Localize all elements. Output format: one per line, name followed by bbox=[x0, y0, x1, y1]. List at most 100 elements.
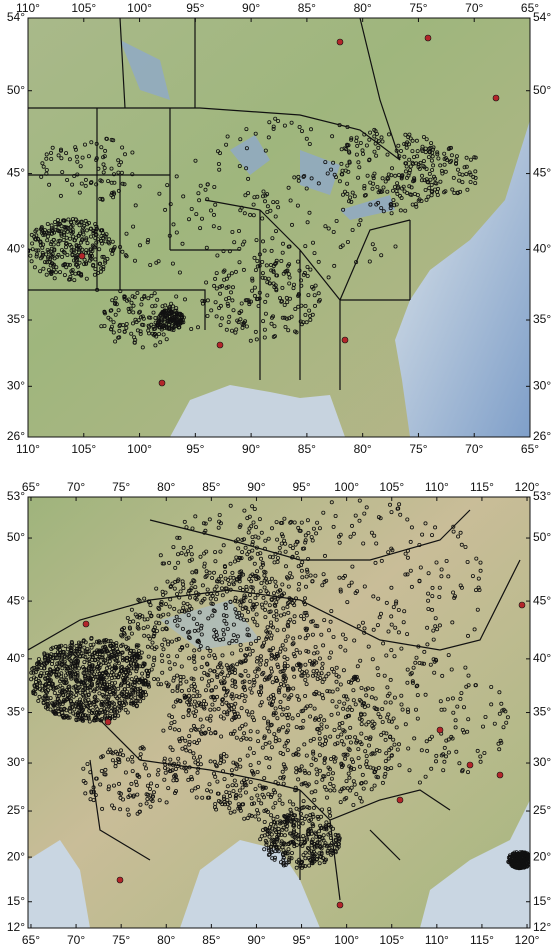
longitude-label: 105° bbox=[71, 442, 96, 456]
event-marker bbox=[113, 296, 118, 301]
event-marker bbox=[430, 585, 435, 590]
event-marker bbox=[213, 300, 218, 305]
event-marker bbox=[328, 734, 333, 739]
event-marker bbox=[359, 686, 364, 691]
event-marker bbox=[45, 238, 50, 243]
event-marker bbox=[48, 686, 53, 691]
event-marker bbox=[82, 223, 87, 228]
event-marker bbox=[327, 689, 332, 694]
event-marker bbox=[100, 254, 105, 259]
event-marker bbox=[421, 159, 426, 164]
event-marker bbox=[399, 195, 404, 200]
event-marker bbox=[278, 682, 283, 687]
event-marker bbox=[183, 765, 188, 770]
event-marker bbox=[345, 181, 350, 186]
event-marker bbox=[264, 755, 269, 760]
event-marker bbox=[151, 310, 156, 315]
event-marker bbox=[191, 755, 196, 760]
event-marker bbox=[294, 843, 299, 848]
event-marker bbox=[428, 145, 433, 150]
event-marker bbox=[237, 164, 242, 169]
event-marker bbox=[305, 273, 310, 278]
event-marker bbox=[205, 587, 210, 592]
event-marker bbox=[285, 268, 290, 273]
event-marker bbox=[29, 259, 34, 264]
event-marker bbox=[262, 677, 267, 682]
event-marker bbox=[78, 697, 83, 702]
event-marker bbox=[75, 712, 80, 717]
event-marker bbox=[303, 662, 308, 667]
event-marker bbox=[189, 581, 194, 586]
event-marker bbox=[42, 652, 47, 657]
event-marker bbox=[187, 702, 192, 707]
latitude-label: 50° bbox=[7, 530, 25, 544]
longitude-label: 75° bbox=[409, 442, 427, 456]
event-marker bbox=[357, 764, 362, 769]
event-marker bbox=[443, 156, 448, 161]
event-marker bbox=[238, 603, 243, 608]
latitude-label: 35° bbox=[533, 312, 551, 326]
event-marker bbox=[65, 229, 70, 234]
event-marker bbox=[386, 172, 391, 177]
event-marker bbox=[156, 682, 161, 687]
longitude-label: 100° bbox=[127, 442, 152, 456]
event-marker bbox=[329, 776, 334, 781]
event-marker bbox=[298, 319, 303, 324]
event-marker bbox=[290, 666, 295, 671]
event-marker bbox=[280, 712, 285, 717]
event-marker bbox=[267, 729, 272, 734]
event-marker bbox=[194, 727, 199, 732]
event-marker bbox=[301, 781, 306, 786]
event-marker bbox=[311, 805, 316, 810]
event-marker bbox=[281, 776, 286, 781]
event-marker bbox=[342, 146, 347, 151]
event-marker bbox=[84, 260, 89, 265]
event-marker bbox=[99, 228, 104, 233]
event-marker bbox=[213, 637, 218, 642]
event-marker bbox=[84, 248, 89, 253]
event-marker bbox=[45, 701, 50, 706]
event-marker bbox=[385, 152, 390, 157]
event-marker bbox=[433, 616, 438, 621]
event-marker bbox=[301, 600, 306, 605]
event-marker bbox=[270, 314, 275, 319]
event-marker bbox=[394, 599, 399, 604]
event-marker bbox=[322, 843, 327, 848]
event-marker bbox=[313, 673, 318, 678]
event-marker bbox=[117, 328, 122, 333]
major-event-marker bbox=[492, 94, 500, 102]
event-marker bbox=[203, 688, 208, 693]
latitude-label: 30° bbox=[533, 378, 551, 392]
event-marker bbox=[262, 716, 267, 721]
event-marker bbox=[296, 747, 301, 752]
event-marker bbox=[204, 245, 209, 250]
event-marker bbox=[238, 586, 243, 591]
event-marker bbox=[345, 600, 350, 605]
event-marker bbox=[77, 649, 82, 654]
event-marker bbox=[83, 142, 88, 147]
event-marker bbox=[88, 700, 93, 705]
event-marker bbox=[309, 843, 314, 848]
event-marker bbox=[195, 762, 200, 767]
event-marker bbox=[186, 688, 191, 693]
event-marker bbox=[159, 311, 164, 316]
event-marker bbox=[255, 296, 260, 301]
event-marker bbox=[112, 245, 117, 250]
event-marker bbox=[272, 334, 277, 339]
event-marker bbox=[113, 690, 118, 695]
event-marker bbox=[31, 670, 36, 675]
event-marker bbox=[129, 331, 134, 336]
event-marker bbox=[376, 190, 381, 195]
event-marker bbox=[214, 314, 219, 319]
event-marker bbox=[91, 228, 96, 233]
event-marker bbox=[66, 685, 71, 690]
event-marker bbox=[75, 705, 80, 710]
event-marker bbox=[29, 232, 34, 237]
event-marker bbox=[82, 660, 87, 665]
event-marker bbox=[298, 725, 303, 730]
event-marker bbox=[220, 593, 225, 598]
event-marker bbox=[59, 232, 64, 237]
event-marker bbox=[301, 805, 306, 810]
event-marker bbox=[80, 692, 85, 697]
